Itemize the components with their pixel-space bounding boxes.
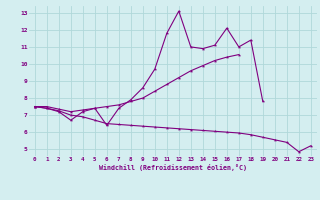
X-axis label: Windchill (Refroidissement éolien,°C): Windchill (Refroidissement éolien,°C)	[99, 164, 247, 171]
